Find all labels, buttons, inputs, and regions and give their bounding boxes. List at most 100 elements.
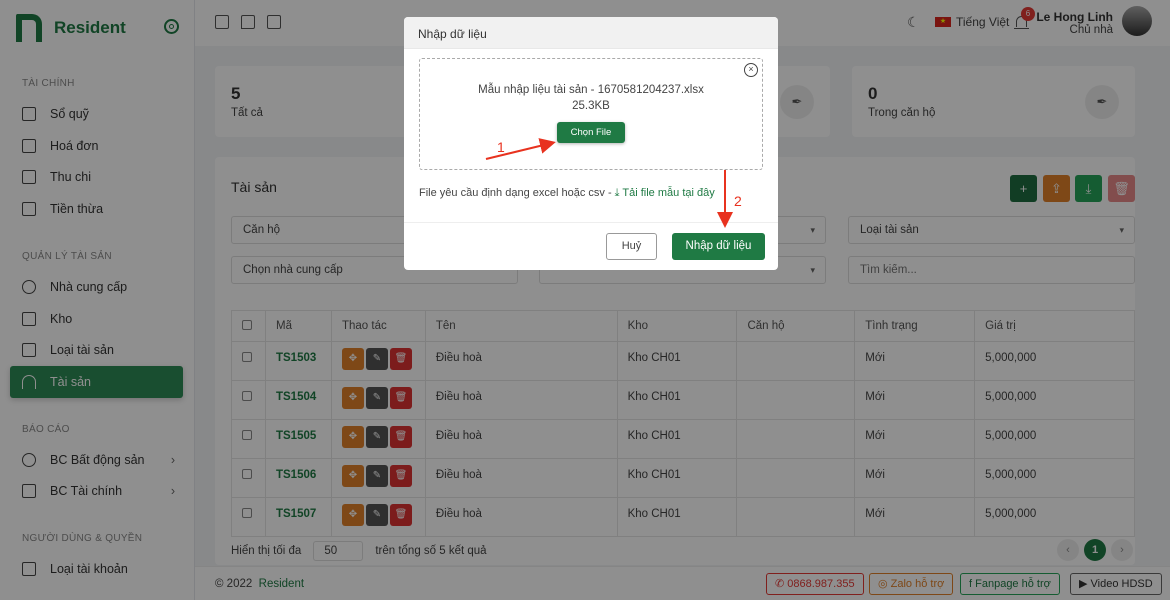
box-icon [22, 311, 36, 326]
row-checkbox[interactable] [231, 458, 266, 498]
fanpage-button[interactable]: f Fanpage hỗ trợ [960, 573, 1060, 595]
delete-button[interactable]: 🗑︎ [389, 426, 412, 448]
asset-value: 5,000,000 [974, 497, 1135, 537]
sidebar-item[interactable]: Loại tài sản [10, 334, 183, 366]
edit-button[interactable]: ✎ [365, 348, 388, 370]
asset-type-select[interactable]: Loại tài sản ▾ [848, 216, 1135, 244]
sidebar-item-label: Kho [50, 311, 73, 326]
move-button[interactable]: ✥ [341, 426, 364, 448]
sidebar-item[interactable]: Nhà cung cấp [10, 271, 183, 303]
modal-title: Nhập dữ liệu [404, 17, 778, 49]
sidebar-section-title: TÀI CHÍNH [22, 78, 75, 89]
file-icon [22, 138, 36, 153]
sidebar-item[interactable]: BC Tài chính › [10, 475, 183, 507]
sidebar-item-label: BC Bất động sản [50, 452, 145, 467]
footer-brand-link[interactable]: Resident [258, 578, 305, 590]
asset-code-link[interactable]: TS1503 [264, 341, 332, 381]
sidebar-item[interactable]: Kho [10, 303, 183, 335]
folder-plus-icon [22, 170, 36, 185]
book-icon [22, 107, 36, 121]
user-name[interactable]: Le Hong Linh [1036, 10, 1113, 24]
column-header[interactable]: Căn hộ [736, 310, 856, 342]
edit-button[interactable]: ✎ [365, 504, 388, 526]
sidebar-item-label: Loại tài khoản [50, 562, 128, 576]
sidebar-item[interactable]: Sổ quỹ [10, 98, 183, 130]
add-button[interactable]: + [1010, 175, 1037, 202]
asset-code-link[interactable]: TS1507 [264, 497, 332, 537]
dark-mode-icon[interactable]: ☾ [907, 14, 920, 30]
sidebar-item[interactable]: Loại tài khoản [10, 553, 183, 585]
delete-button[interactable]: 🗑︎ [389, 465, 412, 487]
delete-all-button[interactable]: 🗑︎ [1108, 175, 1135, 202]
page-size-label: Hiển thị tối đa [231, 545, 302, 557]
user-role: Chủ nhà [1069, 24, 1113, 36]
page-size-select[interactable]: 50 [313, 541, 364, 561]
phone-button[interactable]: ✆ 0868.987.355 [766, 573, 864, 595]
sidebar-item[interactable]: BC Bất động sản › [10, 444, 183, 476]
sidebar-item[interactable]: Tài sản [10, 365, 183, 398]
umbrella-icon [22, 374, 36, 389]
asset-warehouse: Kho CH01 [616, 380, 738, 420]
column-header[interactable]: Kho [616, 310, 738, 342]
next-page-button[interactable]: › [1111, 539, 1133, 561]
asset-name: Điều hoà [424, 458, 618, 498]
column-header[interactable]: Giá trị [974, 310, 1135, 342]
file-dropzone[interactable]: × Mẫu nhập liệu tài sản - 1670581204237.… [419, 58, 763, 170]
video-guide-button[interactable]: ▶ Video HDSD [1070, 573, 1162, 595]
remove-file-icon[interactable]: × [744, 63, 758, 77]
choose-file-button[interactable]: Chọn File [556, 122, 626, 143]
stat-value: 5 [231, 84, 241, 103]
copyright: © 2022 Resident [215, 578, 305, 590]
asset-apartment [736, 497, 856, 537]
sidebar-item[interactable]: Hoá đơn [10, 130, 183, 162]
brand-name: Resident [54, 18, 126, 37]
row-actions: ✥ ✎ 🗑︎ [330, 341, 426, 381]
asset-value: 5,000,000 [974, 380, 1135, 420]
edit-button[interactable]: ✎ [365, 387, 388, 409]
zalo-button[interactable]: ◎ Zalo hỗ trợ [869, 573, 954, 595]
move-button[interactable]: ✥ [341, 465, 364, 487]
shield-icon [22, 562, 36, 576]
asset-warehouse: Kho CH01 [616, 419, 738, 459]
move-button[interactable]: ✥ [341, 387, 364, 409]
page-1-button[interactable]: 1 [1084, 539, 1106, 561]
import-submit-button[interactable]: Nhập dữ liệu [672, 233, 765, 260]
chat-icon[interactable] [241, 15, 255, 29]
row-actions: ✥ ✎ 🗑︎ [330, 419, 426, 459]
table-row: TS1505 ✥ ✎ 🗑︎ Điều hoà Kho CH01 Mới 5,000,… [231, 419, 1135, 459]
asset-code-link[interactable]: TS1506 [264, 458, 332, 498]
vietnam-flag-icon[interactable]: ★ [935, 17, 951, 27]
row-actions: ✥ ✎ 🗑︎ [330, 497, 426, 537]
move-button[interactable]: ✥ [341, 504, 364, 526]
modal-footer-divider [404, 222, 778, 223]
upload-button[interactable]: ⇪ [1043, 175, 1070, 202]
avatar[interactable] [1122, 6, 1152, 36]
prev-page-button[interactable]: ‹ [1057, 539, 1079, 561]
logo[interactable]: Resident [16, 14, 126, 42]
sidebar-item[interactable]: Tiền thừa [10, 193, 183, 225]
language-selector[interactable]: Tiếng Việt [956, 15, 1010, 29]
import-modal: Nhập dữ liệu × Mẫu nhập liệu tài sản - 1… [404, 17, 778, 270]
sidebar-toggle-icon[interactable] [164, 19, 179, 34]
download-template-link[interactable]: ⤓ Tải file mẫu tại đây [614, 187, 715, 199]
sidebar-item-label: Thu chi [50, 170, 91, 185]
row-checkbox[interactable] [231, 380, 266, 420]
edit-button[interactable]: ✎ [365, 426, 388, 448]
delete-button[interactable]: 🗑︎ [389, 348, 412, 370]
asset-status: Mới [854, 458, 976, 498]
sidebar-item-label: Tài sản [50, 374, 91, 389]
pagination-info: Hiển thị tối đa 50 trên tổng số 5 kết qu… [231, 541, 487, 561]
sidebar-section-title: QUẢN LÝ TÀI SẢN [22, 250, 112, 262]
search-input[interactable] [848, 256, 1135, 284]
checkbox-icon[interactable] [267, 15, 281, 29]
delete-button[interactable]: 🗑︎ [389, 504, 412, 526]
edit-button[interactable]: ✎ [365, 465, 388, 487]
download-button[interactable]: ⤓ [1075, 175, 1102, 202]
step-1-label: 1 [497, 139, 505, 155]
row-checkbox[interactable] [231, 419, 266, 459]
move-button[interactable]: ✥ [341, 348, 364, 370]
delete-button[interactable]: 🗑︎ [389, 387, 412, 409]
sidebar-item[interactable]: Thu chi [10, 161, 183, 193]
cancel-button[interactable]: Huỷ [606, 233, 657, 260]
grid-icon[interactable] [215, 15, 229, 29]
